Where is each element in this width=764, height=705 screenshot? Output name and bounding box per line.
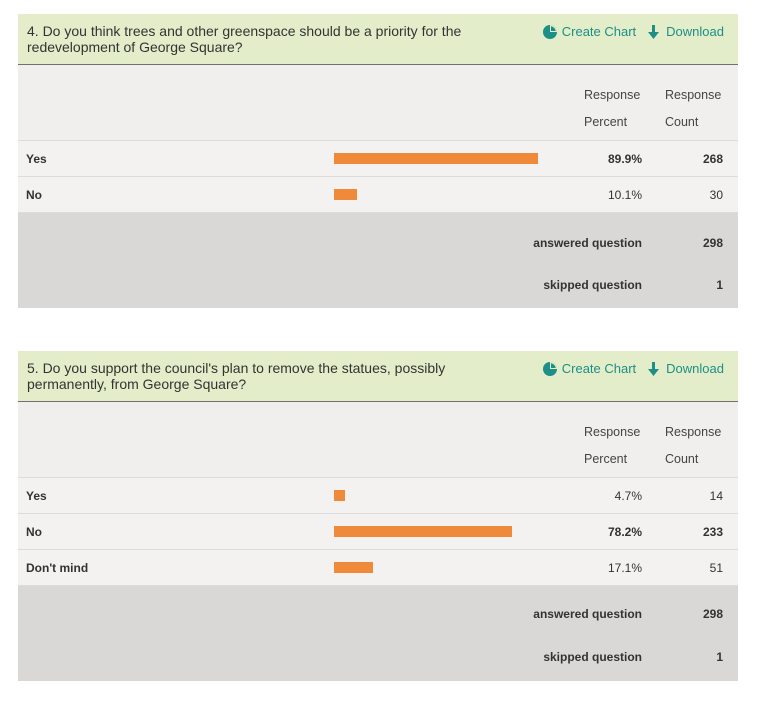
response-count: 233 [702,525,723,539]
create-chart-button[interactable]: Create Chart [542,361,637,376]
table-row: Yes 4.7% 14 [18,478,738,514]
header-line: Count [665,115,699,129]
answer-label: Yes [26,489,47,503]
question-5-header: 5. Do you support the council's plan to … [18,351,738,402]
question-5-actions: Create Chart Download [542,361,724,376]
response-bar [334,562,373,573]
table-row: Don't mind 17.1% 51 [18,550,738,586]
response-percent-header: Response Percent [584,419,640,473]
question-4-actions: Create Chart Download [542,24,724,39]
question-4-header: 4. Do you think trees and other greenspa… [18,14,738,65]
response-percent: 89.9% [607,152,642,166]
table-row: Yes 89.9% 268 [18,141,738,177]
question-4-panel: 4. Do you think trees and other greenspa… [18,14,738,308]
skipped-count: 1 [716,278,723,292]
response-count-header: Response Count [665,82,721,136]
response-percent: 10.1% [607,188,642,202]
skipped-count: 1 [716,650,723,664]
pie-chart-icon [542,24,557,39]
skipped-label: skipped question [543,278,642,292]
answered-label: answered question [533,607,642,621]
response-percent: 78.2% [607,525,642,539]
header-line: Response [665,88,722,102]
answer-label: Don't mind [26,561,89,575]
answer-label: Yes [26,152,47,166]
response-percent: 17.1% [607,561,642,575]
header-line: Response [584,88,641,102]
question-5-title: 5. Do you support the council's plan to … [27,360,446,392]
answered-label: answered question [533,236,642,250]
response-bar [334,490,345,501]
skipped-label: skipped question [543,650,642,664]
response-count: 30 [709,188,723,202]
response-count-header: Response Count [665,419,721,473]
header-line: Response [665,425,722,439]
summary-block: answered question 298 skipped question 1 [18,213,738,308]
download-button[interactable]: Download [648,361,724,376]
download-button[interactable]: Download [648,24,724,39]
column-headers: Response Percent Response Count [18,402,738,478]
create-chart-button[interactable]: Create Chart [542,24,637,39]
header-line: Response [584,425,641,439]
response-bar [334,189,357,200]
download-arrow-icon [648,361,660,376]
skipped-row: skipped question 1 [18,278,738,298]
skipped-row: skipped question 1 [18,650,738,670]
answered-count: 298 [702,236,723,250]
answer-label: No [26,188,42,202]
question-4-title: 4. Do you think trees and other greenspa… [27,23,462,55]
create-chart-label: Create Chart [561,24,637,39]
header-line: Count [665,452,699,466]
download-label: Download [666,24,724,39]
response-count: 268 [702,152,723,166]
answered-count: 298 [702,607,723,621]
response-count: 51 [709,561,723,575]
response-count: 14 [709,489,723,503]
answered-row: answered question 298 [18,607,738,627]
summary-block: answered question 298 skipped question 1 [18,586,738,681]
download-arrow-icon [648,24,660,39]
question-5-panel: 5. Do you support the council's plan to … [18,351,738,681]
response-bar [334,153,538,164]
answered-row: answered question 298 [18,236,738,256]
header-line: Percent [584,452,628,466]
table-row: No 10.1% 30 [18,177,738,213]
header-line: Percent [584,115,628,129]
question-5-table: Response Percent Response Count Yes 4.7%… [18,402,738,681]
column-headers: Response Percent Response Count [18,65,738,141]
answer-label: No [26,525,42,539]
question-4-table: Response Percent Response Count Yes 89.9… [18,65,738,308]
response-percent: 4.7% [614,489,642,503]
response-percent-header: Response Percent [584,82,640,136]
download-label: Download [666,361,724,376]
response-bar [334,526,512,537]
create-chart-label: Create Chart [561,361,637,376]
table-row: No 78.2% 233 [18,514,738,550]
pie-chart-icon [542,361,557,376]
